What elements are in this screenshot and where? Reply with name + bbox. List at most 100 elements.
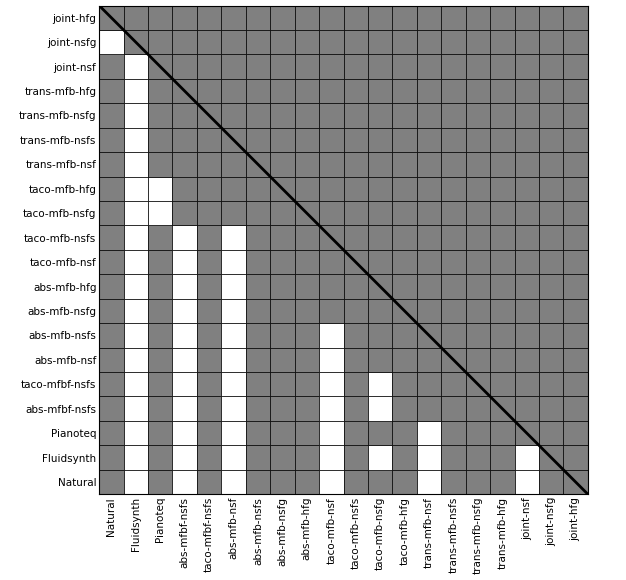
Bar <box>123 299 148 323</box>
Bar <box>539 397 563 421</box>
Bar <box>246 128 270 152</box>
Bar <box>466 176 490 201</box>
Bar <box>222 421 246 445</box>
Bar <box>319 323 344 347</box>
Bar <box>393 103 417 128</box>
Bar <box>417 55 441 79</box>
Bar <box>99 323 123 347</box>
Bar <box>344 55 368 79</box>
Bar <box>368 274 393 299</box>
Bar <box>368 6 393 30</box>
Bar <box>319 55 344 79</box>
Bar <box>563 79 588 103</box>
Bar <box>99 397 123 421</box>
Bar <box>393 397 417 421</box>
Bar <box>417 128 441 152</box>
Bar <box>515 397 539 421</box>
Bar <box>270 445 295 470</box>
Bar <box>417 152 441 176</box>
Bar <box>466 103 490 128</box>
Bar <box>515 250 539 274</box>
Bar <box>466 323 490 347</box>
Bar <box>148 421 173 445</box>
Bar <box>393 445 417 470</box>
Bar <box>393 470 417 494</box>
Bar <box>466 152 490 176</box>
Bar <box>319 421 344 445</box>
Bar <box>173 128 197 152</box>
Bar <box>197 55 222 79</box>
Bar <box>441 397 466 421</box>
Bar <box>99 103 123 128</box>
Bar <box>123 79 148 103</box>
Bar <box>344 79 368 103</box>
Bar <box>466 6 490 30</box>
Bar <box>99 201 123 226</box>
Bar <box>393 152 417 176</box>
Bar <box>466 79 490 103</box>
Bar <box>466 250 490 274</box>
Bar <box>173 347 197 372</box>
Bar <box>222 201 246 226</box>
Bar <box>539 128 563 152</box>
Bar <box>393 55 417 79</box>
Bar <box>441 347 466 372</box>
Bar <box>490 299 515 323</box>
Bar <box>148 274 173 299</box>
Bar <box>368 470 393 494</box>
Bar <box>515 152 539 176</box>
Bar <box>246 152 270 176</box>
Bar <box>393 299 417 323</box>
Bar <box>563 445 588 470</box>
Bar <box>246 103 270 128</box>
Bar <box>197 30 222 55</box>
Bar <box>123 274 148 299</box>
Bar <box>123 6 148 30</box>
Bar <box>197 397 222 421</box>
Bar <box>539 421 563 445</box>
Bar <box>148 397 173 421</box>
Bar <box>246 79 270 103</box>
Bar <box>368 250 393 274</box>
Bar <box>515 128 539 152</box>
Bar <box>99 347 123 372</box>
Bar <box>99 470 123 494</box>
Bar <box>148 299 173 323</box>
Bar <box>368 421 393 445</box>
Bar <box>393 176 417 201</box>
Bar <box>246 274 270 299</box>
Bar <box>123 128 148 152</box>
Bar <box>393 226 417 250</box>
Bar <box>123 103 148 128</box>
Bar <box>515 470 539 494</box>
Bar <box>417 323 441 347</box>
Bar <box>295 103 319 128</box>
Bar <box>344 323 368 347</box>
Bar <box>246 347 270 372</box>
Bar <box>270 274 295 299</box>
Bar <box>197 470 222 494</box>
Bar <box>148 323 173 347</box>
Bar <box>99 372 123 397</box>
Bar <box>393 6 417 30</box>
Bar <box>539 79 563 103</box>
Bar <box>197 79 222 103</box>
Bar <box>490 30 515 55</box>
Bar <box>222 470 246 494</box>
Bar <box>441 55 466 79</box>
Bar <box>173 470 197 494</box>
Bar <box>441 152 466 176</box>
Bar <box>148 30 173 55</box>
Bar <box>197 445 222 470</box>
Bar <box>173 6 197 30</box>
Bar <box>319 299 344 323</box>
Bar <box>197 250 222 274</box>
Bar <box>295 347 319 372</box>
Bar <box>490 274 515 299</box>
Bar <box>515 103 539 128</box>
Bar <box>466 30 490 55</box>
Bar <box>563 103 588 128</box>
Bar <box>393 372 417 397</box>
Bar <box>563 152 588 176</box>
Bar <box>148 372 173 397</box>
